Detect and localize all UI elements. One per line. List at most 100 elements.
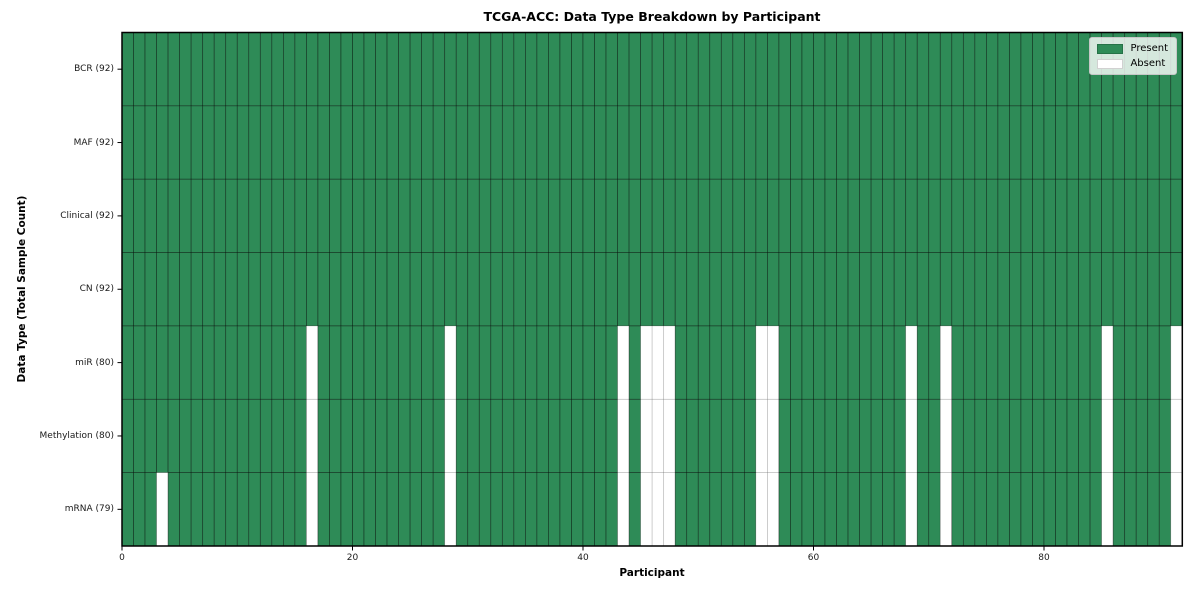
heatmap-cell — [1020, 398, 1033, 474]
heatmap-cell — [501, 178, 515, 253]
heatmap-cell — [432, 178, 446, 253]
heatmap-cell — [317, 32, 330, 107]
heatmap-cell — [225, 398, 238, 474]
heatmap-cell — [1112, 252, 1126, 327]
heatmap-cell — [133, 325, 146, 400]
heatmap-cell — [571, 32, 584, 107]
heatmap-cell — [1055, 178, 1068, 253]
heatmap-cell — [398, 32, 411, 107]
heatmap-cell — [951, 398, 964, 474]
heatmap-cell — [294, 252, 307, 327]
heatmap-cell — [559, 178, 572, 253]
heatmap-cell — [121, 398, 134, 474]
heatmap-cell — [997, 32, 1010, 107]
heatmap-cell — [997, 105, 1010, 180]
heatmap-cell — [582, 398, 595, 474]
x-tick-label: 20 — [346, 553, 359, 563]
heatmap-cell — [893, 325, 907, 400]
heatmap-cell — [939, 178, 953, 253]
heatmap-cell — [882, 32, 895, 107]
y-tick-label: CN (92) — [79, 284, 114, 295]
heatmap-cell — [697, 252, 711, 327]
heatmap-cell — [467, 325, 480, 400]
heatmap-cell — [1032, 325, 1045, 400]
heatmap-cell — [951, 252, 964, 327]
heatmap-cell — [352, 398, 365, 474]
x-tick-label: 60 — [807, 553, 820, 563]
heatmap-cell — [213, 178, 227, 253]
heatmap-cell — [594, 398, 607, 474]
heatmap-cell — [778, 398, 791, 474]
heatmap-cell — [1032, 472, 1045, 547]
heatmap-cell — [156, 178, 169, 253]
heatmap-cell — [421, 105, 434, 180]
heatmap-cell — [986, 472, 999, 547]
heatmap-cell — [432, 105, 446, 180]
heatmap-cell — [548, 252, 561, 327]
heatmap-cell — [501, 472, 515, 547]
heatmap-cell — [386, 32, 399, 107]
heatmap-cell — [386, 398, 399, 474]
heatmap-cell — [709, 178, 722, 253]
heatmap-cell — [882, 325, 895, 400]
heatmap-cell — [1032, 252, 1045, 327]
heatmap-cell — [363, 32, 376, 107]
heatmap-cell — [444, 325, 457, 400]
heatmap-cell — [236, 472, 250, 547]
heatmap-cell — [283, 398, 296, 474]
heatmap-cell — [571, 325, 584, 400]
heatmap-cell — [478, 252, 492, 327]
heatmap-cell — [202, 32, 215, 107]
heatmap-cell — [1124, 252, 1137, 327]
heatmap-cell — [686, 105, 699, 180]
heatmap-cell — [409, 252, 423, 327]
heatmap-cell — [893, 105, 907, 180]
heatmap-cell — [1112, 472, 1126, 547]
heatmap-cell — [432, 32, 446, 107]
heatmap-cell — [1112, 105, 1126, 180]
heatmap-cell — [697, 32, 711, 107]
heatmap-cell — [294, 398, 307, 474]
heatmap-cell — [870, 252, 884, 327]
heatmap-cell — [882, 178, 895, 253]
heatmap-cell — [939, 398, 953, 474]
heatmap-cell — [329, 325, 342, 400]
heatmap-cell — [617, 32, 630, 107]
heatmap-cell — [732, 105, 745, 180]
heatmap-cell — [767, 105, 780, 180]
heatmap-cell — [790, 32, 803, 107]
heatmap-cell — [916, 178, 930, 253]
heatmap-cell — [1124, 105, 1137, 180]
heatmap-cell — [329, 472, 342, 547]
heatmap-cell — [1135, 398, 1149, 474]
heatmap-cell — [513, 398, 526, 474]
heatmap-cell — [225, 472, 238, 547]
heatmap-cell — [398, 398, 411, 474]
heatmap-cell — [248, 32, 261, 107]
heatmap-cell — [455, 325, 469, 400]
heatmap-cell — [432, 398, 446, 474]
heatmap-cell — [467, 398, 480, 474]
heatmap-cell — [1055, 252, 1068, 327]
heatmap-cell — [916, 252, 930, 327]
heatmap-cell — [271, 252, 284, 327]
heatmap-cell — [628, 178, 641, 253]
heatmap-cell — [548, 178, 561, 253]
heatmap-cell — [1009, 325, 1022, 400]
heatmap-cell — [686, 32, 699, 107]
heatmap-cell — [778, 178, 791, 253]
heatmap-cell — [571, 252, 584, 327]
heatmap-cell — [1158, 472, 1172, 547]
heatmap-cell — [986, 105, 999, 180]
heatmap-cell — [686, 178, 699, 253]
heatmap-cell — [1147, 105, 1160, 180]
heatmap-cell — [1020, 32, 1033, 107]
heatmap-cell — [628, 32, 641, 107]
heatmap-cell — [144, 398, 157, 474]
heatmap-cell — [1101, 178, 1114, 253]
heatmap-cell — [1147, 325, 1160, 400]
heatmap-cell — [167, 105, 180, 180]
heatmap-cell — [167, 178, 180, 253]
heatmap-cell — [986, 325, 999, 400]
heatmap-cell — [1170, 325, 1183, 400]
